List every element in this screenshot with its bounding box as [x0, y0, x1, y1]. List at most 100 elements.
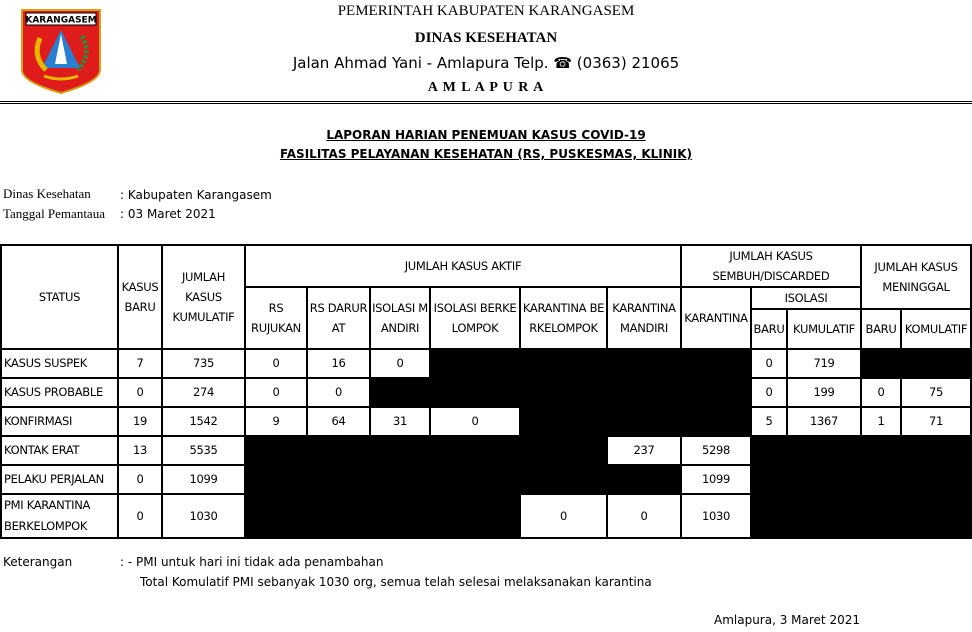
blank-cell	[900, 464, 972, 495]
value-cell: 64	[306, 406, 371, 437]
blank-cell	[606, 464, 682, 495]
svg-text:KARANGASEM: KARANGASEM	[25, 16, 96, 26]
blank-cell	[244, 493, 308, 539]
status-cell: KASUS SUSPEK	[0, 348, 119, 379]
blank-cell	[306, 493, 371, 539]
blank-cell	[680, 348, 752, 379]
blank-cell	[606, 348, 682, 379]
address-line: Jalan Ahmad Yani - Amlapura Telp. ☎ (036…	[0, 54, 972, 72]
value-cell: 5298	[680, 435, 752, 466]
value-cell: 0	[750, 348, 788, 379]
karangasem-logo: KARANGASEM	[20, 8, 102, 95]
value-cell: 0	[244, 377, 308, 408]
blank-cell	[429, 348, 521, 379]
blank-cell	[786, 435, 862, 466]
blank-cell	[680, 377, 752, 408]
header-isolasi-baru: BARU	[750, 308, 788, 350]
header-kasus-meninggal: JUMLAH KASUS MENINGGAL	[860, 244, 972, 310]
table-row: KONTAK ERAT 13 5535 237 5298	[0, 435, 972, 466]
dinas-value: : Kabupaten Karangasem	[120, 188, 272, 202]
tanggal-value: : 03 Maret 2021	[120, 207, 216, 221]
blank-cell	[786, 464, 862, 495]
value-cell: 199	[786, 377, 862, 408]
status-cell: PMI KARANTINA BERKELOMPOK	[0, 493, 119, 539]
tanggal-label: Tanggal Pemantaua	[3, 206, 105, 221]
blank-cell	[306, 464, 371, 495]
status-cell: KASUS PROBABLE	[0, 377, 119, 408]
value-cell: 71	[900, 406, 972, 437]
header-kasus-aktif: JUMLAH KASUS AKTIF	[244, 244, 682, 288]
header-status: STATUS	[0, 244, 119, 350]
blank-cell	[429, 493, 521, 539]
value-cell: 0	[519, 493, 608, 539]
value-cell: 1099	[161, 464, 246, 495]
status-cell: KONTAK ERAT	[0, 435, 119, 466]
value-cell: 719	[786, 348, 862, 379]
value-cell: 237	[606, 435, 682, 466]
table-row: KASUS SUSPEK 7 735 0 16 0 0 719	[0, 348, 972, 379]
value-cell: 735	[161, 348, 246, 379]
blank-cell	[369, 377, 431, 408]
gov-name: PEMERINTAH KABUPATEN KARANGASEM	[337, 3, 635, 19]
value-cell: 1367	[786, 406, 862, 437]
value-cell: 1542	[161, 406, 246, 437]
value-cell: 0	[117, 464, 163, 495]
blank-cell	[519, 464, 608, 495]
blank-cell	[519, 435, 608, 466]
header-isolasi-kumulatif: KUMULATIF	[786, 308, 862, 350]
blank-cell	[519, 406, 608, 437]
city-name: A M L A P U R A	[427, 80, 545, 95]
blank-cell	[369, 493, 431, 539]
table-row: PELAKU PERJALAN 0 1099 1099	[0, 464, 972, 495]
blank-cell	[519, 348, 608, 379]
phone-icon: ☎	[553, 54, 573, 72]
blank-cell	[306, 435, 371, 466]
blank-cell	[750, 464, 788, 495]
blank-cell	[606, 377, 682, 408]
blank-cell	[429, 435, 521, 466]
value-cell: 7	[117, 348, 163, 379]
blank-cell	[860, 435, 902, 466]
table-row: PMI KARANTINA BERKELOMPOK 0 1030 0 0 1030	[0, 493, 972, 539]
header-rs-darurat: RS DARURAT	[306, 286, 371, 350]
blank-cell	[519, 377, 608, 408]
value-cell: 16	[306, 348, 371, 379]
header-jumlah-kumulatif: JUMLAH KASUS KUMULATIF	[161, 244, 246, 350]
header-kasus-sembuh: JUMLAH KASUS SEMBUH/DISCARDED	[680, 244, 862, 288]
value-cell: 0	[860, 377, 902, 408]
blank-cell	[860, 464, 902, 495]
letterhead-divider	[0, 101, 972, 104]
agency-name: DINAS KESEHATAN	[414, 30, 558, 46]
notes-line-1: : - PMI untuk hari ini tidak ada penamba…	[120, 555, 384, 569]
header-meninggal-komulatif: KOMULATIF	[900, 308, 972, 350]
value-cell: 1030	[161, 493, 246, 539]
address-text: Jalan Ahmad Yani - Amlapura Telp.	[292, 54, 549, 72]
value-cell: 0	[606, 493, 682, 539]
blank-cell	[900, 435, 972, 466]
value-cell: 19	[117, 406, 163, 437]
value-cell: 0	[306, 377, 371, 408]
blank-cell	[369, 435, 431, 466]
value-cell: 0	[117, 493, 163, 539]
notes-line-2: Total Komulatif PMI sebanyak 1030 org, s…	[140, 575, 652, 589]
blank-cell	[429, 464, 521, 495]
blank-cell	[786, 493, 862, 539]
blank-cell	[244, 464, 308, 495]
value-cell: 31	[369, 406, 431, 437]
header-isolasi-mandiri: ISOLASI MANDIRI	[369, 286, 431, 350]
blank-cell	[369, 464, 431, 495]
blank-cell	[680, 406, 752, 437]
blank-cell	[860, 493, 902, 539]
value-cell: 13	[117, 435, 163, 466]
header-isolasi: ISOLASI	[750, 286, 862, 310]
header-isolasi-berkelompok: ISOLASI BERKELOMPOK	[429, 286, 521, 350]
header-rs-rujukan: RS RUJUKAN	[244, 286, 308, 350]
blank-cell	[750, 493, 788, 539]
value-cell: 5535	[161, 435, 246, 466]
place-date: Amlapura, 3 Maret 2021	[714, 613, 860, 627]
header-kasus-baru: KASUS BARU	[117, 244, 163, 350]
value-cell: 274	[161, 377, 246, 408]
value-cell: 1030	[680, 493, 752, 539]
blank-cell	[606, 406, 682, 437]
blank-cell	[900, 493, 972, 539]
